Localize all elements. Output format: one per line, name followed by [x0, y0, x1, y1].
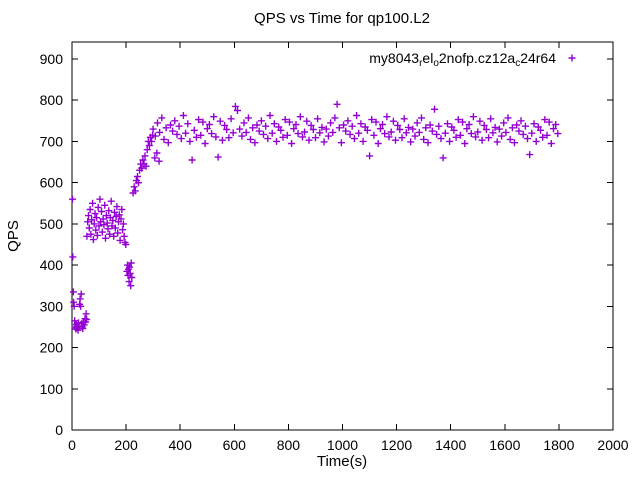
- x-axis-label: Time(s): [317, 453, 367, 470]
- legend-label-text: my8043: [369, 50, 419, 66]
- y-tick-label: 600: [40, 175, 64, 191]
- y-tick-label: 500: [40, 216, 64, 232]
- y-tick-label: 800: [40, 92, 64, 108]
- y-tick-label: 200: [40, 340, 64, 356]
- legend-label-subscript: c: [515, 58, 520, 69]
- legend-label-subscript: o: [433, 58, 439, 69]
- x-tick-label: 0: [68, 437, 76, 453]
- y-axis-label: QPS: [5, 220, 22, 252]
- x-tick-label: 600: [223, 437, 247, 453]
- data-series: [69, 100, 562, 334]
- plot-border: [71, 41, 614, 431]
- legend-marker: [568, 54, 576, 62]
- legend-label-text: el: [422, 50, 433, 66]
- x-tick-label: 200: [114, 437, 138, 453]
- x-tick-label: 400: [169, 437, 193, 453]
- x-tick-label: 2000: [597, 437, 628, 453]
- legend-label-text: 24r64: [520, 50, 556, 66]
- x-tick-label: 1000: [327, 437, 358, 453]
- x-tick-label: 1800: [543, 437, 574, 453]
- axes: 0 200 400 600 800 1000 1200 1400 1600 1800 2000 0 10…: [40, 42, 629, 453]
- x-tick-label: 800: [277, 437, 301, 453]
- chart-title: QPS vs Time for qp100.L2: [254, 10, 430, 27]
- legend-label: my8043relo2nofp.cz12ac24r64: [369, 50, 556, 69]
- x-tick-label: 1600: [489, 437, 520, 453]
- y-tick-label: 300: [40, 298, 64, 314]
- y-tick-label: 0: [55, 422, 63, 438]
- data-points: [69, 100, 562, 334]
- y-tick-label: 900: [40, 51, 64, 67]
- y-tick-label: 700: [40, 133, 64, 149]
- legend-label-subscript: r: [419, 58, 423, 69]
- x-tick-label: 1400: [435, 437, 466, 453]
- x-tick-label: 1200: [381, 437, 412, 453]
- legend-label-text: 2nofp.cz12a: [439, 50, 515, 66]
- y-tick-label: 100: [40, 381, 64, 397]
- y-tick-label: 400: [40, 257, 64, 273]
